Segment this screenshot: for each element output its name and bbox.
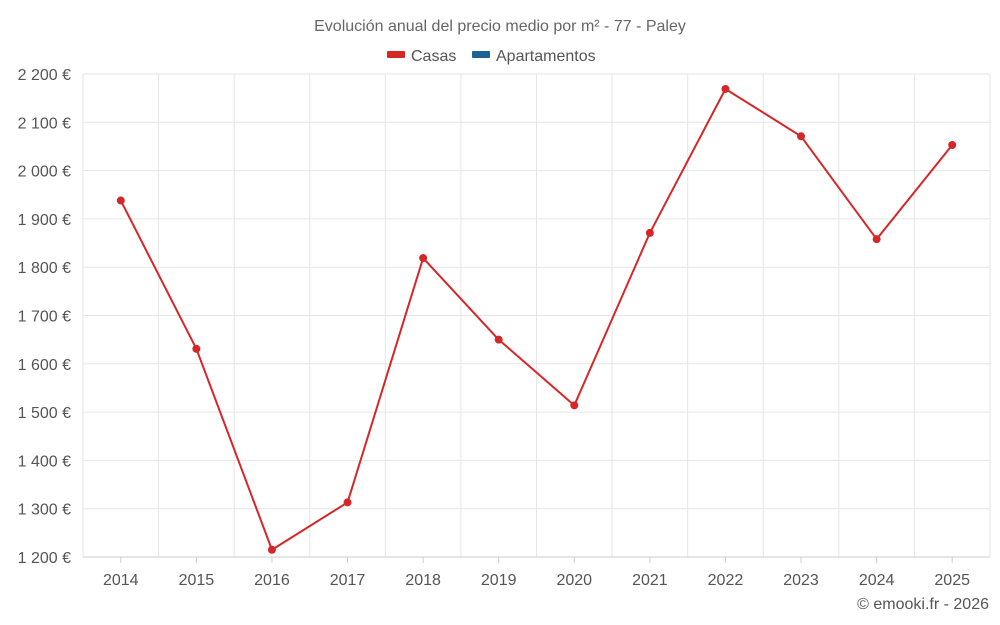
legend-item-casas[interactable]: Casas [387, 48, 456, 65]
data-point-casas[interactable] [645, 228, 654, 237]
x-tick-label: 2021 [632, 572, 668, 589]
data-point-casas[interactable] [494, 335, 503, 344]
x-tick-label: 2015 [179, 572, 215, 589]
series-line-casas [119, 87, 953, 551]
series-layer [116, 84, 957, 554]
x-tick-label: 2023 [783, 572, 819, 589]
x-tick-label: 2014 [103, 572, 139, 589]
legend-item-apartamentos[interactable]: Apartamentos [472, 48, 596, 65]
data-point-casas[interactable] [872, 235, 881, 244]
y-tick-label: 1 500 € [18, 405, 71, 422]
data-point-casas[interactable] [797, 132, 806, 141]
grid [82, 73, 991, 558]
data-point-casas[interactable] [192, 344, 201, 353]
data-point-casas[interactable] [721, 84, 730, 93]
credit-text: © emooki.fr - 2026 [857, 596, 989, 613]
data-point-casas[interactable] [116, 196, 125, 205]
y-tick-label: 1 300 € [18, 502, 71, 519]
x-axis: 2014 2015 2016 2017 2018 2019 2020 2021 2022 2023… [83, 556, 990, 589]
y-tick-label: 2 100 € [18, 115, 71, 132]
x-tick-label: 2020 [556, 572, 592, 589]
y-tick-label: 1 900 € [18, 212, 71, 229]
data-point-casas[interactable] [343, 498, 352, 507]
legend-label-apartamentos: Apartamentos [496, 48, 596, 65]
chart-title: Evolución anual del precio medio por m² … [314, 18, 686, 35]
x-tick-label: 2016 [254, 572, 290, 589]
legend-swatch-casas [387, 51, 405, 58]
x-tick-label: 2022 [708, 572, 744, 589]
x-tick-label: 2024 [859, 572, 895, 589]
y-tick-label: 1 200 € [18, 550, 71, 567]
y-tick-label: 1 700 € [18, 309, 71, 326]
y-tick-label: 2 000 € [18, 164, 71, 181]
x-tick-label: 2018 [405, 572, 441, 589]
legend-swatch-apartamentos [472, 51, 490, 58]
data-point-casas[interactable] [267, 545, 276, 554]
y-tick-label: 2 200 € [18, 67, 71, 84]
x-tick-label: 2019 [481, 572, 517, 589]
legend: Casas Apartamentos [387, 48, 596, 65]
x-tick-label: 2025 [934, 572, 970, 589]
x-tick-label: 2017 [330, 572, 366, 589]
y-tick-label: 1 400 € [18, 453, 71, 470]
data-point-casas[interactable] [570, 401, 579, 410]
legend-label-casas: Casas [411, 48, 456, 65]
y-axis: 1 200 € 1 300 € 1 400 € 1 500 € 1 600 € 1 700… [18, 67, 71, 567]
data-point-casas[interactable] [948, 141, 957, 150]
y-tick-label: 1 800 € [18, 260, 71, 277]
data-point-casas[interactable] [419, 254, 428, 263]
y-tick-label: 1 600 € [18, 357, 71, 374]
